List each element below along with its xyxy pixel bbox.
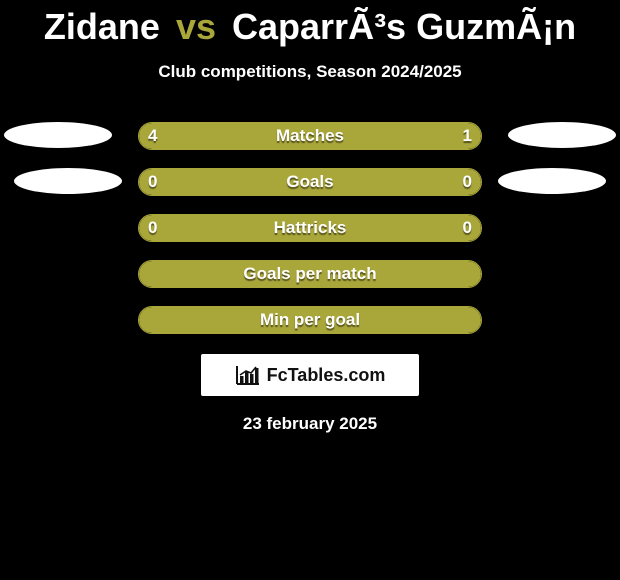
player2-name: CaparrÃ³s GuzmÃ¡n xyxy=(232,6,576,47)
stat-row-matches: 4 Matches 1 xyxy=(0,122,620,150)
stat-row-goals: 0 Goals 0 xyxy=(0,168,620,196)
site-logo[interactable]: FcTables.com xyxy=(201,354,419,396)
page-title: Zidane vs CaparrÃ³s GuzmÃ¡n xyxy=(0,0,620,48)
stat-value-right: 0 xyxy=(463,214,472,242)
stat-label: Hattricks xyxy=(138,214,482,242)
stat-row-min-per-goal: Min per goal xyxy=(0,306,620,334)
player1-name: Zidane xyxy=(44,6,160,47)
stat-value-right: 0 xyxy=(463,168,472,196)
stat-label: Goals xyxy=(138,168,482,196)
footer-date: 23 february 2025 xyxy=(0,414,620,434)
stat-label: Goals per match xyxy=(138,260,482,288)
stat-value-right: 1 xyxy=(463,122,472,150)
stat-row-goals-per-match: Goals per match xyxy=(0,260,620,288)
vs-separator: vs xyxy=(176,6,216,47)
comparison-card: Zidane vs CaparrÃ³s GuzmÃ¡n Club competi… xyxy=(0,0,620,580)
logo-text: FcTables.com xyxy=(267,365,386,386)
bar-chart-icon xyxy=(235,364,261,386)
stat-row-hattricks: 0 Hattricks 0 xyxy=(0,214,620,242)
subtitle: Club competitions, Season 2024/2025 xyxy=(0,62,620,82)
stat-label: Min per goal xyxy=(138,306,482,334)
stats-rows: 4 Matches 1 0 Goals 0 0 Hattricks 0 xyxy=(0,122,620,334)
stat-label: Matches xyxy=(138,122,482,150)
